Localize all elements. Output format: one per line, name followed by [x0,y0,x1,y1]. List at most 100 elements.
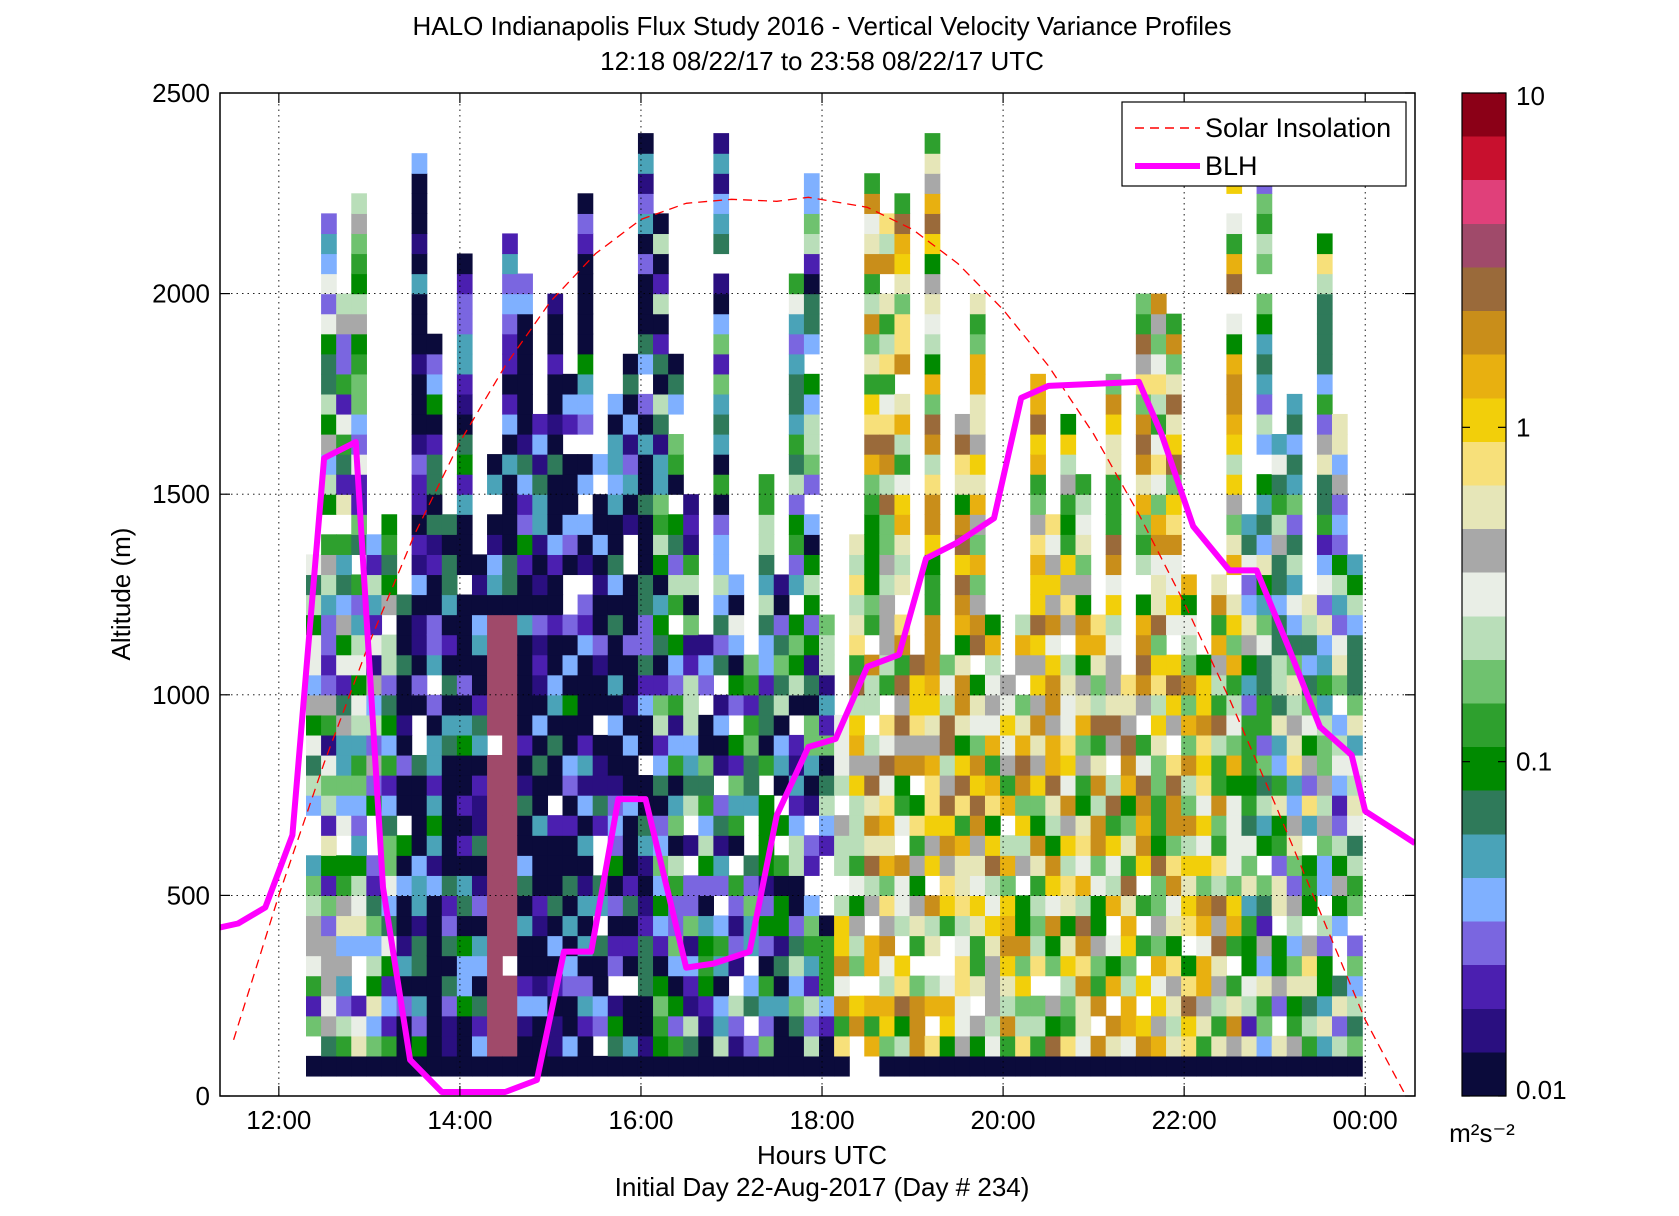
series-lines [220,196,1415,1096]
heatmap-cell [803,1035,820,1057]
heatmap-cell [1090,714,1107,736]
heatmap-cell [1241,634,1258,656]
heatmap-cell [683,594,699,616]
heatmap-cell [1150,293,1167,315]
heatmap-cell [502,353,518,375]
heatmap-cell [336,694,352,716]
heatmap-cell [819,694,835,716]
heatmap-cell [849,614,865,636]
heatmap-cell [1256,333,1273,355]
heatmap-cell [894,875,911,896]
heatmap-cell [803,975,820,997]
heatmap-cell [939,1055,956,1077]
heatmap-cell [441,835,458,856]
heatmap-cell [1105,634,1122,656]
heatmap-cell [562,514,579,535]
heatmap-cell [351,634,367,656]
heatmap-cell [1301,955,1318,977]
heatmap-cell [622,734,639,756]
heatmap-cell [653,534,669,555]
heatmap-cells [306,133,1363,1077]
heatmap-cell [502,253,518,275]
heatmap-cell [864,454,880,475]
heatmap-cell [1256,674,1273,696]
heatmap-cell [683,1015,699,1037]
heatmap-cell [1150,494,1167,515]
heatmap-cell [366,995,383,1017]
heatmap-cell [909,855,926,876]
heatmap-cell [1166,1015,1182,1037]
heatmap-cell [562,634,579,656]
heatmap-cell [1211,634,1227,656]
heatmap-cell [471,634,488,656]
heatmap-cell [456,273,473,295]
heatmap-cell [939,694,956,716]
heatmap-cell [879,233,896,255]
heatmap-cell [954,995,971,1017]
heatmap-cell [728,995,745,1017]
heatmap-cell [1241,574,1258,596]
heatmap-cell [306,915,322,937]
heatmap-cell [1226,1015,1243,1037]
heatmap-cell [426,815,443,836]
heatmap-cell [803,1015,820,1037]
heatmap-cell [864,795,880,816]
heatmap-cell [411,835,428,856]
heatmap-cell [592,694,609,716]
heatmap-cell [1196,1055,1212,1077]
heatmap-cell [1166,815,1182,836]
heatmap-cell [803,654,820,676]
heatmap-cell [1045,895,1062,917]
heatmap-cell [653,754,669,776]
heatmap-cell [607,534,624,555]
heatmap-cell [1347,1035,1363,1057]
heatmap-cell [441,694,458,716]
heatmap-cell [502,454,518,475]
heatmap-cell [1135,1055,1152,1077]
heatmap-cell [577,734,594,756]
heatmap-cell [713,454,730,475]
heatmap-cell [728,634,745,656]
heatmap-cell [1045,795,1062,816]
heatmap-cell [1332,594,1348,616]
heatmap-cell [1000,915,1016,937]
heatmap-cell [622,494,639,515]
heatmap-cell [1226,835,1243,856]
heatmap-cell [894,193,911,214]
heatmap-cell [969,594,986,616]
heatmap-cell [668,875,684,896]
heatmap-cell [456,434,473,455]
heatmap-cell [879,393,896,415]
heatmap-cell [577,855,594,876]
heatmap-cell [1150,594,1167,616]
heatmap-cell [502,534,518,555]
heatmap-cell [1226,855,1243,876]
heatmap-cell [683,995,699,1017]
heatmap-cell [562,614,579,636]
heatmap-cell [1015,1055,1031,1077]
heatmap-cell [441,915,458,937]
heatmap-cell [1030,534,1046,555]
heatmap-cell [637,995,654,1017]
heatmap-cell [969,353,986,375]
heatmap-cell [788,855,805,876]
heatmap-cell [1120,775,1137,796]
heatmap-cell [502,795,518,816]
heatmap-cell [969,534,986,555]
legend: Solar Insolation BLH [1121,101,1407,187]
heatmap-cell [1241,795,1258,816]
heatmap-cell [1332,494,1348,515]
heatmap-cell [1135,614,1152,636]
heatmap-cell [788,895,805,917]
heatmap-cell [577,915,594,937]
heatmap-cell [668,474,684,495]
heatmap-cell [803,193,820,214]
heatmap-cell [1226,815,1243,836]
heatmap-cell [864,293,880,315]
heatmap-cell [924,855,941,876]
heatmap-cell [909,975,926,997]
heatmap-cell [411,293,428,315]
heatmap-cell [1090,1055,1107,1077]
heatmap-cell [924,674,941,696]
heatmap-cell [788,915,805,937]
